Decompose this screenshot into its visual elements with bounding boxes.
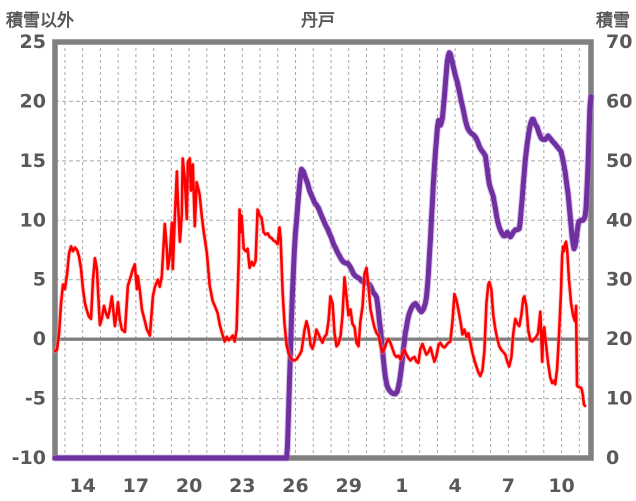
chart-title: 丹戸 <box>301 11 335 31</box>
right-tick-label: 50 <box>606 150 632 172</box>
x-tick-label: 26 <box>282 475 308 497</box>
series-line-left <box>53 157 587 408</box>
left-tick-label: 25 <box>20 31 46 53</box>
left-tick-label: 5 <box>33 269 46 291</box>
x-tick-label: 4 <box>449 475 462 497</box>
left-axis-title: 積雪以外 <box>6 11 74 31</box>
right-tick-label: 40 <box>606 209 632 231</box>
left-tick-label: 10 <box>20 209 46 231</box>
plot-border <box>52 39 594 461</box>
x-tick-label: 7 <box>502 475 515 497</box>
left-tick-label: -10 <box>12 447 46 469</box>
right-tick-label: 0 <box>606 447 619 469</box>
left-tick-label: 20 <box>20 90 46 112</box>
right-tick-label: 10 <box>606 388 632 410</box>
series-line-right <box>52 50 594 461</box>
x-tick-label: 17 <box>123 475 149 497</box>
right-tick-label: 70 <box>606 31 632 53</box>
right-tick-label: 60 <box>606 90 632 112</box>
x-tick-label: 10 <box>548 475 574 497</box>
x-tick-label: 1 <box>395 475 408 497</box>
x-tick-label: 20 <box>176 475 202 497</box>
left-tick-label: -5 <box>25 388 46 410</box>
right-axis-title: 積雪 <box>596 11 630 31</box>
right-tick-label: 30 <box>606 269 632 291</box>
left-tick-label: 15 <box>20 150 46 172</box>
x-tick-label: 29 <box>335 475 361 497</box>
x-tick-label: 14 <box>69 475 95 497</box>
series-halo-left <box>52 156 588 409</box>
x-tick-label: 23 <box>229 475 255 497</box>
right-tick-label: 20 <box>606 328 632 350</box>
left-tick-label: 0 <box>33 328 46 350</box>
